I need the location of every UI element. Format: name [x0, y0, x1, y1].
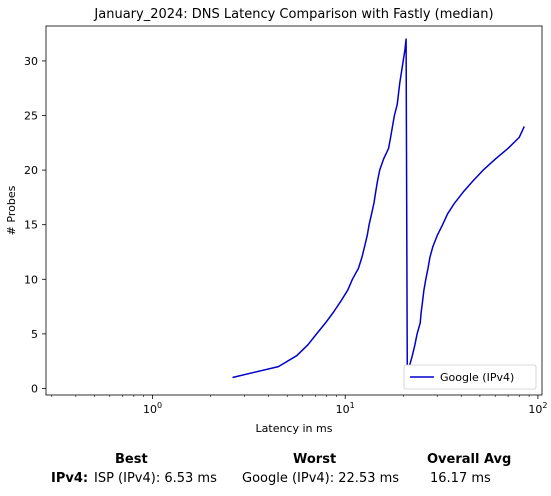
- worst-value: Google (IPv4): 22.53 ms: [242, 471, 400, 486]
- y-tick-label: 30: [24, 55, 38, 68]
- x-tick-exponent: 2: [542, 401, 547, 410]
- y-tick-label: 15: [24, 219, 38, 232]
- y-tick-label: 0: [31, 382, 38, 395]
- chart-title: January_2024: DNS Latency Comparison wit…: [93, 7, 493, 22]
- avg-header: Overall Avg: [427, 452, 512, 467]
- legend-box: [403, 364, 537, 390]
- y-tick-label: 25: [24, 110, 38, 123]
- x-tick-label: 101: [336, 401, 355, 416]
- series-line-0: [232, 38, 525, 379]
- x-axis-label: Latency in ms: [256, 422, 333, 435]
- worst-header: Worst: [293, 452, 337, 467]
- x-tick-exponent: 0: [157, 401, 162, 410]
- plot-frame: [45, 25, 543, 396]
- y-tick-label: 5: [31, 328, 38, 341]
- avg-value: 16.17 ms: [430, 471, 491, 486]
- y-tick-label: 10: [24, 273, 38, 286]
- best-header: Best: [115, 452, 148, 467]
- y-tick-label: 20: [24, 164, 38, 177]
- ipv4-row-label: IPv4:: [51, 471, 89, 486]
- best-value: ISP (IPv4): 6.53 ms: [94, 471, 217, 486]
- x-tick-label: 100: [143, 401, 162, 416]
- y-axis-label: # Probes: [5, 185, 18, 235]
- legend-label: Google (IPv4): [440, 371, 514, 384]
- x-tick-exponent: 1: [350, 401, 355, 410]
- x-tick-label: 102: [528, 401, 547, 416]
- latency-chart: January_2024: DNS Latency Comparison wit…: [5, 7, 547, 435]
